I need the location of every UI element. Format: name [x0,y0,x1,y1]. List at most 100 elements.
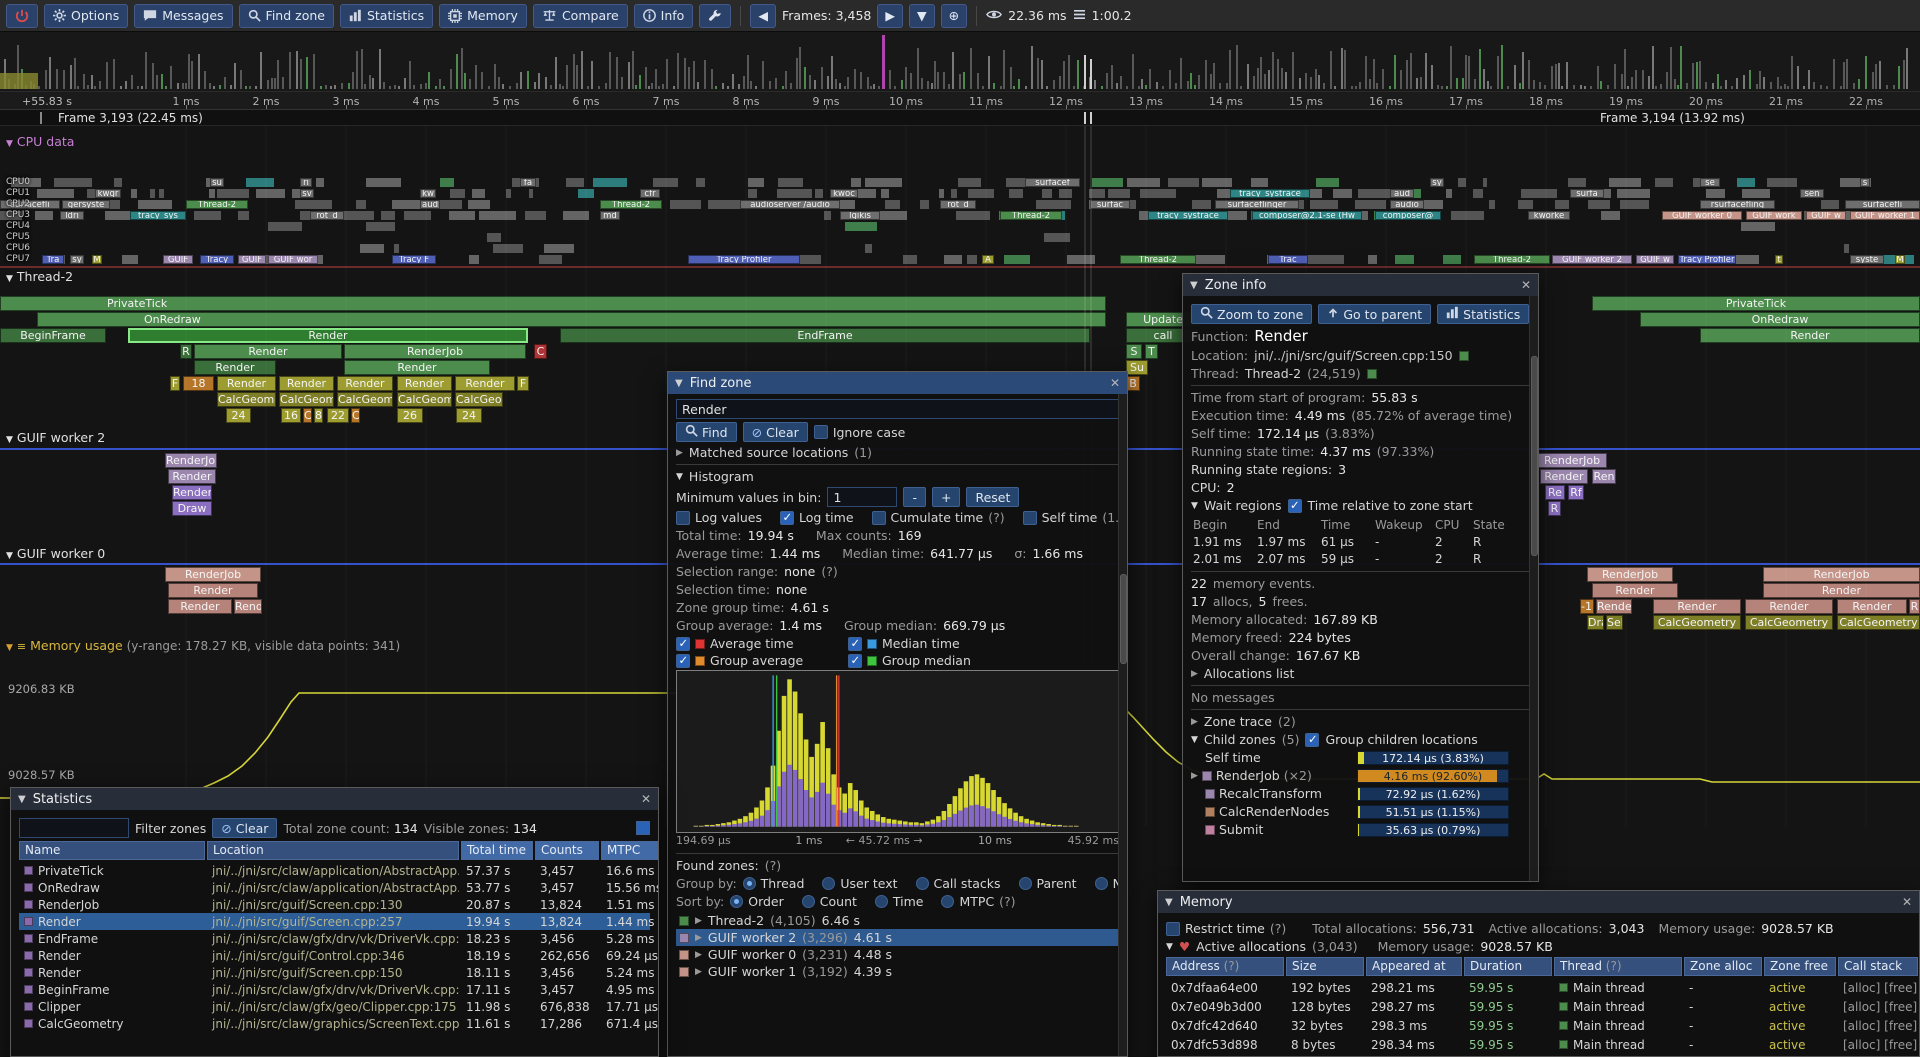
zone-c[interactable]: C [534,344,547,359]
reset-button[interactable]: Reset [966,487,1020,507]
zone-b[interactable]: B [1126,376,1140,391]
cpu-zone-t[interactable]: t [1775,255,1783,264]
memory-usage-section-label[interactable]: ▼ ≡ Memory usage (y-range: 178.27 KB, vi… [6,638,401,653]
radio-count[interactable]: Count [801,894,857,909]
zone-calcgeometry[interactable]: CalcGeometry [397,392,452,407]
zone-render[interactable]: Render [279,376,334,391]
tools-button[interactable] [699,3,732,28]
cpu-zone-kwgr[interactable]: kwgr [95,189,121,198]
cpu-zone-surfac[interactable]: surfac [1090,200,1130,209]
statistics-row-onredraw[interactable]: OnRedraw jni/../jni/src/claw/application/… [19,879,658,896]
child-zones-header[interactable]: ▼Child zones(5)Group children locations [1191,732,1530,747]
cpu-zone-trac[interactable]: Trac [1268,255,1308,264]
zone-rf[interactable]: Rf [1568,485,1584,500]
zone-c[interactable]: C [303,408,312,423]
zone-calcgeometry[interactable]: CalcGeometry [337,392,393,407]
cpu-zone-composer[interactable]: composer@ [1375,211,1441,220]
column-header-call-stack[interactable]: Call stack [1838,957,1918,976]
zoom-to-zone-button[interactable]: Zoom to zone [1191,304,1313,324]
thread-label-thread-2[interactable]: ▼ Thread-2 [6,269,74,284]
zone-trace-header[interactable]: ▶ Zone trace (2) [1191,714,1296,729]
zone-8[interactable]: 8 [314,408,323,423]
zone-r[interactable]: R [180,344,192,359]
zone-render[interactable]: Render [1592,583,1678,598]
zone-24[interactable]: 24 [226,408,251,423]
zone-privatetick[interactable]: PrivateTick [0,296,1106,311]
zone-re[interactable]: Re [1545,485,1565,500]
child-zone-self-time[interactable]: Self time 172.14 μs (3.83%) [1191,750,1530,765]
increase-bin-button[interactable]: + [931,487,961,507]
collapse-icon[interactable]: ▼ [1190,279,1198,291]
cpu-zone-audio[interactable]: audio [1390,200,1424,209]
cpu-zone-gersyste[interactable]: gersyste [62,200,110,209]
frame-markers-row[interactable]: Frame 3,193 (22.45 ms) Frame 3,194 (13.9… [0,110,1920,126]
close-icon[interactable]: ✕ [1520,278,1531,292]
zone-render[interactable]: Render [1596,599,1632,614]
zone-s[interactable]: S [1126,344,1142,359]
zone-f[interactable]: F [517,376,529,391]
wait-regions-header[interactable]: ▼Wait regionsTime relative to zone start [1191,498,1530,513]
child-zone-renderjob[interactable]: ▶ RenderJob (×2) 4.16 ms (92.60%) [1191,768,1530,783]
zone-17[interactable]: -17 [1580,599,1594,614]
scrollbar[interactable] [1118,394,1127,1056]
collapse-icon[interactable]: ▼ [6,139,13,149]
collapse-icon[interactable]: ▼ [6,274,13,284]
cpu-zone-ri[interactable]: ri [300,178,312,187]
collapse-icon[interactable]: ▼ [6,643,13,653]
legend-group-median[interactable]: Group median [848,653,1006,668]
cpu-zone-thread-2[interactable]: Thread-2 [186,200,248,209]
scrollbar-thumb[interactable] [1531,356,1538,556]
close-icon[interactable]: ✕ [640,792,651,806]
cpu-zone-tracy-profiler[interactable]: Tracy Profiler [688,255,800,264]
power-button[interactable] [6,3,38,28]
zone-dra[interactable]: Dra [1587,615,1604,630]
child-zone-calcrendernodes[interactable]: CalcRenderNodes 51.51 μs (1.15%) [1191,804,1530,819]
column-header-size[interactable]: Size [1286,957,1364,976]
cpu-zone-guif-worker-1[interactable]: GUIF worker 1 [1850,211,1920,220]
active-allocations-header[interactable]: ▼ ♥ Active allocations (3,043) Memory usage:… [1166,939,1553,954]
zone-render[interactable]: Render [1837,599,1907,614]
cpu-zone-fa[interactable]: fa [520,178,536,187]
zone-render[interactable]: Render [168,469,216,484]
column-header-zone-alloc[interactable]: Zone alloc [1684,957,1762,976]
cpu-zone-guif-wor[interactable]: GUIF wor [268,255,318,264]
color-toggle-button[interactable] [636,821,650,835]
toolbar-button-compare[interactable]: Compare [532,3,628,28]
zone-render[interactable]: Render [217,376,276,391]
zone-render[interactable]: Render [397,376,452,391]
ignore-case-checkbox[interactable]: Ignore case [813,425,905,440]
zone-render[interactable]: Render [1540,469,1588,484]
zone-26[interactable]: 26 [397,408,423,423]
zone-render[interactable]: Render [168,583,258,598]
zone-calcgeometry[interactable]: CalcGeometry [1837,615,1920,630]
zone-render[interactable]: Render [234,599,262,614]
cpu-zone-kworke[interactable]: kworke [1528,211,1570,220]
radio-thread[interactable]: Thread [742,876,804,891]
zone-calcgeometry[interactable]: CalcGeometry [455,392,503,407]
cpu-zone-thread-2[interactable]: Thread-2 [1120,255,1196,264]
cpu-zone-sy[interactable]: sy [70,255,84,264]
zone-16[interactable]: 16 [281,408,301,423]
zone-beginframe[interactable]: BeginFrame [0,328,106,343]
cpu-zone-audioserver-audio[interactable]: audioserver /audio [740,200,840,209]
close-icon[interactable]: ✕ [1901,895,1912,909]
radio-order[interactable]: Order [730,894,784,909]
toolbar-button-info[interactable]: Info [633,3,694,28]
zone-r[interactable]: R [1548,501,1561,516]
column-header-address[interactable]: Address (?) [1166,957,1284,976]
find-button[interactable]: Find [676,422,737,442]
frame-overview-strip[interactable] [0,32,1920,92]
cpu-zone-syste[interactable]: syste [1850,255,1884,264]
zone-render[interactable]: Render [194,360,276,375]
zone-renderjob[interactable]: RenderJob [165,453,217,468]
zone-group-guif-worker-2[interactable]: ▶ GUIF worker 2 (3,296) 4.61 s [676,929,1119,946]
zone-render[interactable]: Render [168,599,232,614]
statistics-row-beginframe[interactable]: BeginFrame jni/../jni/src/claw/gfx/drv/vk… [19,981,654,998]
collapse-icon[interactable]: ▼ [1165,896,1173,908]
cpu-zone-lgikis[interactable]: lgikis [840,211,880,220]
statistics-row-clipper[interactable]: Clipper jni/../jni/src/claw/gfx/geo/Clipp… [19,998,658,1015]
cpu-zone-tracy-f[interactable]: Tracy F [392,255,436,264]
cpu-zone-composer-2-1-se-hw[interactable]: composer@2.1-se (Hw [1252,211,1362,220]
zone-privatetick[interactable]: PrivateTick [1592,296,1920,311]
column-header-mtpc[interactable]: MTPC [601,841,658,860]
